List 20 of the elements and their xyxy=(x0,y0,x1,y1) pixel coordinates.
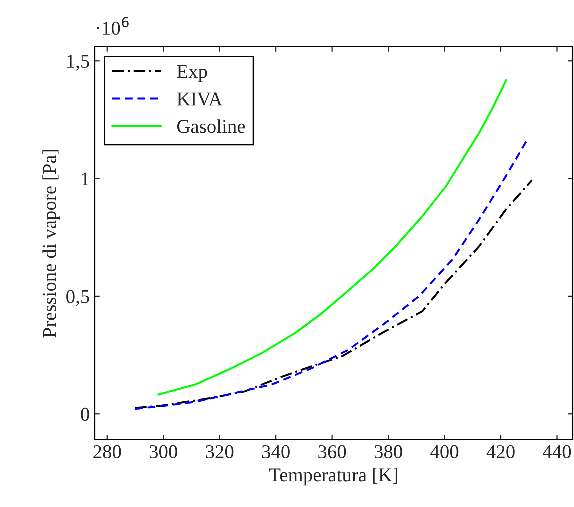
x-tick-label: 400 xyxy=(430,445,459,459)
y-tick-label: 1,5 xyxy=(68,55,90,71)
x-tick-label: 300 xyxy=(150,445,178,459)
legend-label: Gasoline xyxy=(177,120,246,134)
x-tick-label: 380 xyxy=(374,445,402,459)
x-tick-label: 320 xyxy=(206,445,234,459)
x-tick-label: 360 xyxy=(318,445,346,459)
y-axis-title: Pressione di vapore [Pa] xyxy=(42,150,60,338)
x-tick-label: 280 xyxy=(94,445,122,459)
x-tick-label: 340 xyxy=(262,445,290,459)
text: ·10$^{6}$ xyxy=(97,17,129,36)
x-tick-label: 440 xyxy=(543,445,572,459)
line-series xyxy=(134,179,534,410)
x-tick-label: 420 xyxy=(486,445,515,459)
x-axis-title: Temperatura [K] xyxy=(269,468,398,486)
y-tick-label: 0,5 xyxy=(66,290,90,306)
legend-label: Exp xyxy=(177,65,208,82)
y-tick-label: 0 xyxy=(81,408,90,422)
legend-label: KIVA xyxy=(177,92,223,106)
y-tick-label: 1 xyxy=(82,172,89,186)
